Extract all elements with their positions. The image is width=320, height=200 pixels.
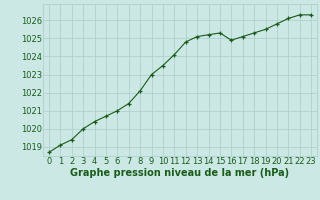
X-axis label: Graphe pression niveau de la mer (hPa): Graphe pression niveau de la mer (hPa) [70,168,290,178]
